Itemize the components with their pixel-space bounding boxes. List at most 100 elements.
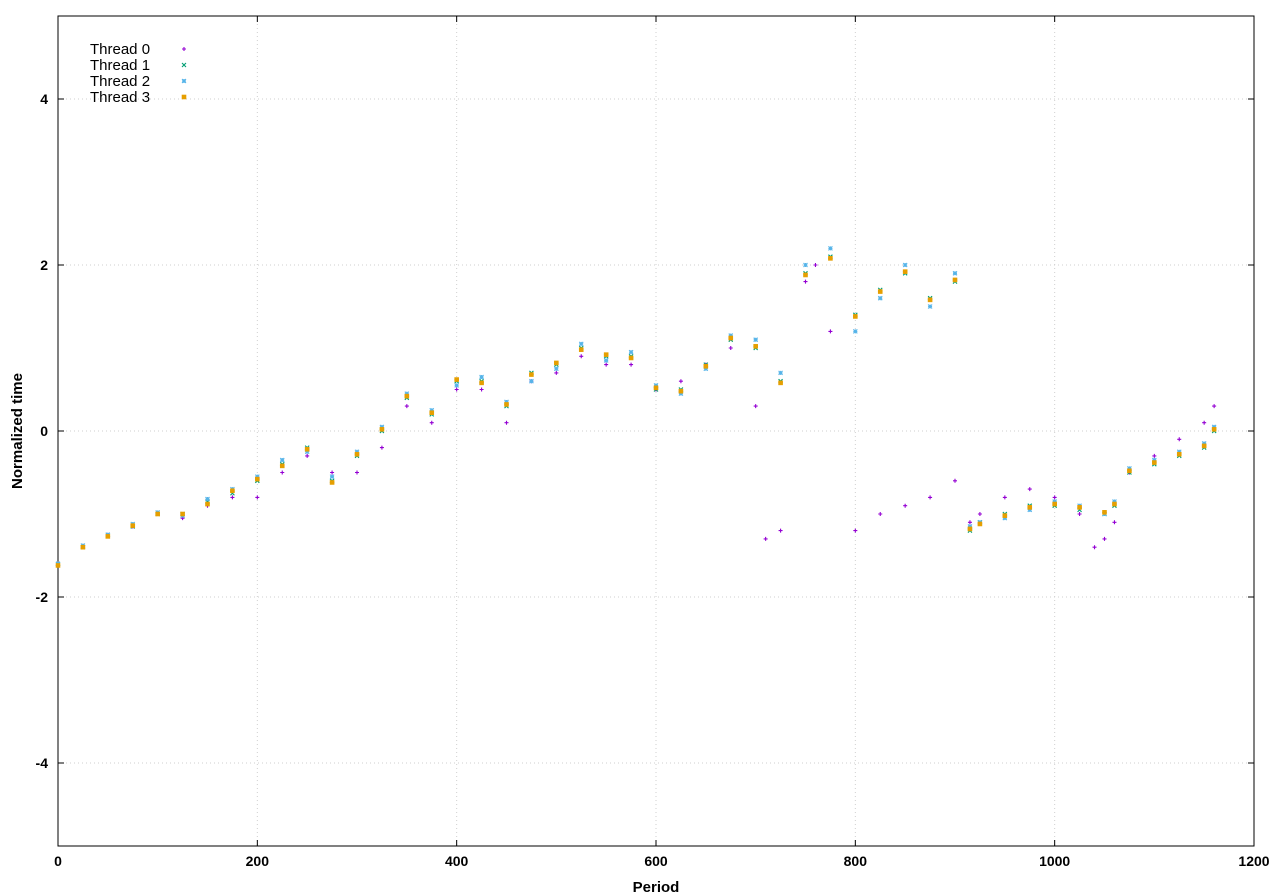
data-point	[927, 297, 933, 303]
series-thread-3	[55, 256, 1217, 568]
data-point	[130, 523, 136, 528]
data-point	[763, 536, 768, 541]
data-point	[653, 385, 659, 391]
series-thread-2	[55, 246, 1217, 567]
data-point	[55, 563, 61, 568]
data-point	[404, 404, 409, 409]
data-point	[1052, 501, 1057, 507]
data-point	[354, 451, 360, 457]
data-point	[429, 410, 435, 416]
data-point	[504, 420, 509, 425]
data-point	[828, 329, 833, 334]
data-point	[504, 399, 509, 405]
data-point	[529, 372, 534, 377]
data-point	[603, 352, 609, 357]
data-point	[903, 503, 908, 508]
data-point	[1177, 437, 1182, 442]
data-point	[1112, 520, 1117, 525]
data-point	[953, 478, 957, 483]
data-point	[629, 362, 634, 367]
data-point	[105, 534, 111, 539]
data-point	[977, 512, 982, 516]
data-point	[778, 380, 783, 386]
x-tick-label: 1000	[1039, 853, 1070, 869]
data-point	[304, 446, 310, 452]
data-point	[753, 344, 758, 349]
data-point	[628, 355, 634, 361]
y-tick-label: 2	[40, 257, 48, 273]
data-point	[878, 512, 883, 516]
data-point	[803, 272, 808, 278]
data-point	[902, 269, 908, 274]
data-point	[813, 263, 818, 267]
series-thread-1	[55, 254, 1217, 567]
data-point	[728, 346, 733, 350]
legend-marker	[182, 47, 186, 51]
data-point	[479, 380, 484, 386]
data-point	[778, 370, 783, 376]
data-point	[728, 333, 734, 338]
data-point	[678, 388, 684, 394]
data-point	[1002, 513, 1008, 518]
data-point	[279, 457, 285, 463]
data-point	[330, 470, 335, 475]
y-tick-label: 0	[40, 423, 48, 439]
data-point	[230, 488, 235, 494]
data-point	[280, 470, 285, 475]
data-point	[1112, 499, 1117, 504]
data-point	[479, 374, 484, 380]
data-point	[579, 354, 584, 359]
data-point	[828, 256, 833, 261]
x-tick-label: 800	[844, 853, 868, 869]
data-point	[828, 246, 833, 251]
data-point	[404, 393, 410, 399]
data-point	[604, 362, 609, 367]
data-point	[678, 379, 683, 384]
legend-marker	[181, 78, 187, 84]
data-point	[305, 453, 310, 458]
data-point	[952, 277, 958, 283]
data-point	[1002, 495, 1007, 500]
data-point	[454, 382, 460, 388]
data-point	[354, 449, 360, 455]
y-tick-label: -2	[36, 589, 49, 605]
data-point	[1211, 427, 1217, 432]
legend-marker	[181, 62, 187, 68]
data-point	[967, 526, 973, 532]
axis-ticks: 0 200 400 600 800 1000 1200 -4 -2 0 2 4	[36, 16, 1270, 869]
y-axis-title: Normalized time	[9, 373, 26, 489]
y-tick-label: -4	[36, 755, 49, 771]
data-point	[927, 304, 933, 309]
legend-label: Thread 2	[90, 73, 150, 90]
data-point	[205, 501, 210, 507]
data-point	[1127, 465, 1132, 471]
data-point	[753, 404, 758, 409]
data-point	[952, 270, 958, 276]
data-point	[1201, 443, 1207, 449]
data-point	[454, 377, 459, 382]
data-point	[977, 521, 983, 527]
data-point	[877, 295, 883, 301]
x-tick-label: 1200	[1238, 853, 1269, 869]
data-point	[1027, 487, 1032, 492]
data-point	[853, 314, 858, 319]
data-point	[1201, 441, 1207, 446]
data-point	[329, 480, 335, 485]
series-thread-0	[56, 263, 1217, 566]
data-point	[877, 289, 883, 294]
data-point	[304, 449, 310, 455]
data-point	[554, 370, 559, 375]
data-point	[778, 528, 783, 533]
data-point	[379, 445, 384, 450]
data-point	[1176, 451, 1182, 457]
data-point	[578, 341, 584, 347]
y-tick-label: 4	[40, 91, 48, 107]
data-point	[1002, 515, 1008, 521]
legend-marker	[181, 94, 187, 100]
data-point	[279, 463, 285, 469]
data-point	[1176, 449, 1182, 455]
data-point	[853, 528, 858, 533]
data-point	[1027, 507, 1033, 513]
